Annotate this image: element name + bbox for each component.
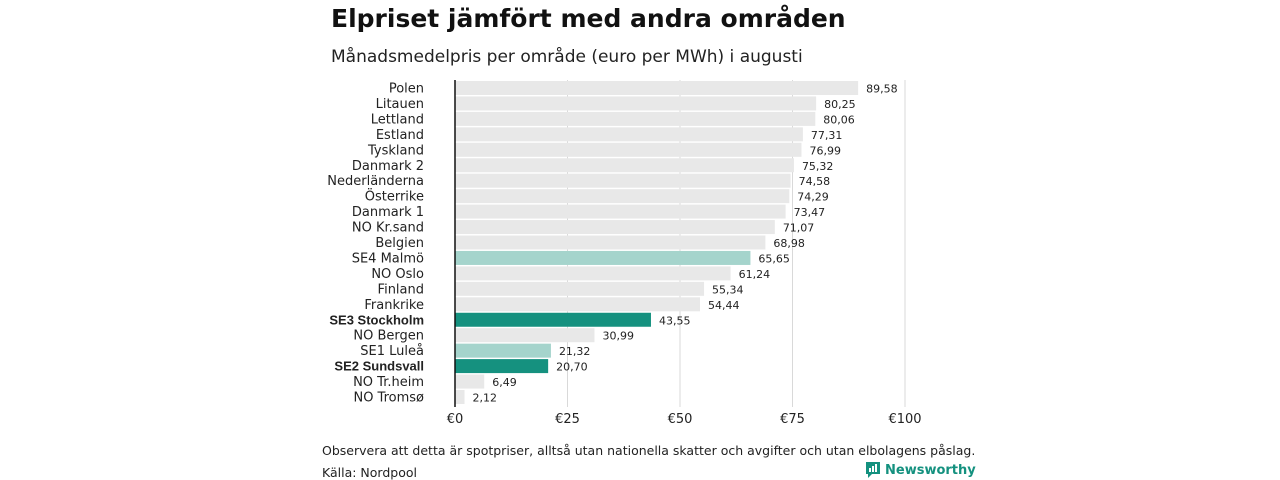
x-tick-label: €75 xyxy=(780,412,805,427)
x-tick-label: €25 xyxy=(555,412,580,427)
category-label: NO Kr.sand xyxy=(352,221,424,236)
bar xyxy=(455,281,705,296)
chart-title: Elpriset jämfört med andra områden xyxy=(331,4,846,33)
brand-logo: Newsworthy xyxy=(866,462,976,478)
category-label: Danmark 1 xyxy=(352,205,424,220)
bar xyxy=(455,312,651,327)
bar xyxy=(455,328,595,343)
category-label: Frankrike xyxy=(364,298,424,313)
category-label: Estland xyxy=(376,128,424,143)
bar xyxy=(455,204,786,219)
value-label: 77,31 xyxy=(811,129,843,142)
value-label: 6,49 xyxy=(492,376,516,389)
newsworthy-logo-icon xyxy=(866,462,880,478)
category-label: NO Bergen xyxy=(353,329,424,344)
bar xyxy=(455,220,775,235)
chart-subtitle: Månadsmedelpris per område (euro per MWh… xyxy=(331,47,803,67)
value-label: 21,32 xyxy=(559,345,591,358)
bar xyxy=(455,343,551,358)
category-label: Lettland xyxy=(371,112,424,127)
bar xyxy=(455,266,731,281)
category-label: Finland xyxy=(378,282,424,297)
source-text: Källa: Nordpool xyxy=(322,465,417,480)
value-label: 89,58 xyxy=(866,83,898,96)
value-label: 54,44 xyxy=(708,299,740,312)
brand-name: Newsworthy xyxy=(885,462,976,478)
bar-chart: Polen 89,58 Litauen 80,25 Lettland 80,06 Estla… xyxy=(327,80,922,427)
x-tick-label: €100 xyxy=(888,412,921,427)
value-label: 2,12 xyxy=(473,392,498,405)
value-label: 65,65 xyxy=(758,252,790,265)
bar xyxy=(455,390,465,404)
bar xyxy=(455,359,549,374)
category-label: Österrike xyxy=(365,188,424,205)
value-label: 73,47 xyxy=(794,206,826,219)
bar xyxy=(455,297,700,312)
bar xyxy=(455,158,794,173)
bar xyxy=(455,81,859,95)
value-label: 74,29 xyxy=(797,191,829,204)
value-label: 68,98 xyxy=(773,237,805,250)
value-label: 55,34 xyxy=(712,283,744,296)
category-label: SE2 Sundsvall xyxy=(334,359,424,374)
value-label: 20,70 xyxy=(556,361,588,374)
category-label: NO Oslo xyxy=(371,267,424,282)
category-label: Danmark 2 xyxy=(352,159,424,174)
category-label: Belgien xyxy=(375,236,424,251)
value-label: 80,06 xyxy=(823,113,855,126)
category-label: SE1 Luleå xyxy=(360,344,424,359)
bar xyxy=(455,374,485,389)
footnote: Observera att detta är spotpriser, allts… xyxy=(322,443,976,458)
bar xyxy=(455,127,803,142)
x-tick-label: €50 xyxy=(668,412,693,427)
x-tick-label: €0 xyxy=(447,412,464,427)
value-label: 61,24 xyxy=(739,268,771,281)
value-label: 43,55 xyxy=(659,314,691,327)
value-label: 80,25 xyxy=(824,98,856,111)
bar xyxy=(455,173,791,188)
value-label: 76,99 xyxy=(809,144,841,157)
bar xyxy=(455,235,766,250)
category-label: Polen xyxy=(389,82,424,97)
bar xyxy=(455,250,751,265)
category-label: SE4 Malmö xyxy=(352,251,424,266)
value-label: 30,99 xyxy=(602,330,634,343)
bar xyxy=(455,142,802,157)
category-label: Nederländerna xyxy=(327,174,424,189)
category-label: Litauen xyxy=(376,97,424,112)
bar xyxy=(455,111,816,126)
bar xyxy=(455,96,817,111)
value-label: 74,58 xyxy=(799,175,831,188)
bar xyxy=(455,189,790,204)
category-label: NO Tr.heim xyxy=(353,375,424,390)
category-label: Tyskland xyxy=(367,143,424,158)
value-label: 75,32 xyxy=(802,160,834,173)
category-label: SE3 Stockholm xyxy=(329,312,424,327)
category-label: NO Tromsø xyxy=(353,391,424,406)
value-label: 71,07 xyxy=(783,222,815,235)
